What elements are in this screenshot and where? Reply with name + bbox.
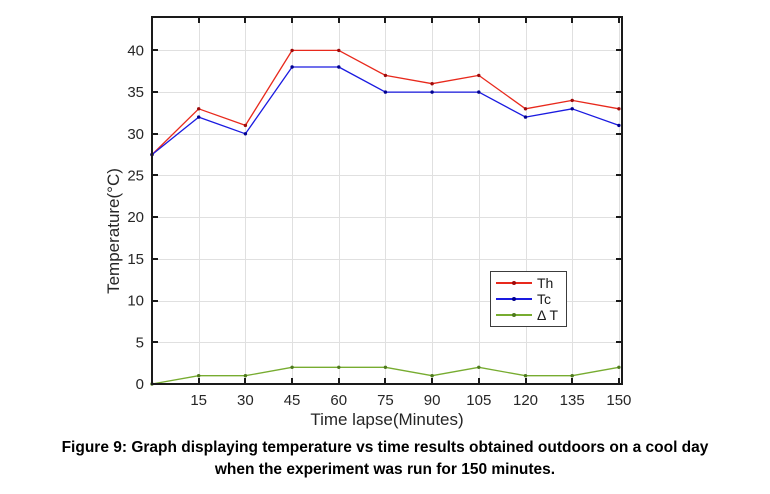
figure-caption-line2: when the experiment was run for 150 minu… [214,461,556,478]
legend-entry-th: Th [496,276,566,290]
data-point-marker [617,365,621,369]
data-point-marker [383,90,388,94]
legend-marker-dot [512,297,516,301]
data-point-marker [477,90,481,94]
legend-entry-tc: Tc [496,292,566,306]
legend-line-sample [496,297,532,301]
data-point-marker [430,90,434,94]
gridlines [152,17,622,384]
y-tick-label: 5 [136,334,144,351]
data-point-marker [337,65,341,69]
legend-marker-dot [512,281,516,285]
data-point-marker [383,365,388,369]
chart-legend: Th Tc Δ T [490,271,567,327]
x-tick-label: 45 [284,392,301,409]
data-point-marker [570,98,574,103]
legend-label: Th [537,275,554,291]
data-point-marker [383,73,388,78]
x-axis-title: Time lapse(Minutes) [310,410,463,429]
legend-entry-delta-t: Δ T [496,308,566,322]
data-point-marker [523,115,528,119]
y-tick-label: 30 [127,126,144,143]
data-point-marker [570,374,574,378]
data-point-marker [430,374,434,378]
data-point-marker [617,123,621,128]
data-point-marker [430,82,434,86]
x-tick-labels: 15 30 45 60 75 90 105 120 135 150 [190,392,631,409]
figure-caption: Figure 9: Graph displaying temperature v… [0,437,770,481]
data-point-marker [243,374,248,378]
x-tick-label: 135 [560,392,585,409]
y-tick-label: 10 [127,293,144,310]
data-point-marker [477,73,481,78]
data-point-marker [197,115,201,119]
data-point-marker [617,107,621,111]
chart-canvas: 0 5 10 15 20 25 30 35 40 15 30 45 60 75 90 105 120 135 150… [104,16,631,429]
legend-label: Δ T [537,307,559,323]
y-tick-label: 20 [127,209,144,226]
data-point-marker [290,65,294,69]
y-tick-label: 35 [127,84,144,101]
legend-line-sample [496,281,532,285]
legend-marker-dot [512,313,516,317]
figure-caption-line1: Figure 9: Graph displaying temperature v… [61,439,709,456]
series-th [150,48,621,157]
y-tick-label: 15 [127,251,144,268]
x-tick-label: 75 [377,392,394,409]
x-tick-label: 30 [237,392,254,409]
x-tick-label: 150 [606,392,631,409]
plot-frame [151,16,623,385]
data-point-marker [477,365,481,369]
data-point-marker [523,107,528,111]
x-tick-label: 120 [513,392,538,409]
data-point-marker [197,107,201,111]
x-tick-label: 105 [466,392,491,409]
data-point-marker [523,374,528,378]
series-delta-t [150,365,621,386]
y-tick-label: 0 [136,376,144,393]
legend-label: Tc [537,291,551,307]
data-point-marker [243,132,248,136]
data-point-marker [570,107,574,111]
x-tick-label: 90 [424,392,441,409]
data-point-marker [243,123,248,128]
x-tick-label: 15 [190,392,207,409]
y-tick-label: 40 [127,42,144,59]
data-point-marker [197,374,201,378]
data-point-marker [290,365,294,369]
data-point-marker [337,48,341,53]
y-tick-label: 25 [127,167,144,184]
x-tick-label: 60 [330,392,347,409]
axis-ticks [152,17,622,385]
data-point-marker [337,365,341,369]
chart: 0 5 10 15 20 25 30 35 40 15 30 45 60 75 90 105 120 135 150… [104,16,631,429]
y-tick-labels: 0 5 10 15 20 25 30 35 40 [127,42,144,393]
data-point-marker [290,48,294,53]
y-axis-title: Temperature(°C) [104,168,123,294]
legend-line-sample [496,313,532,317]
